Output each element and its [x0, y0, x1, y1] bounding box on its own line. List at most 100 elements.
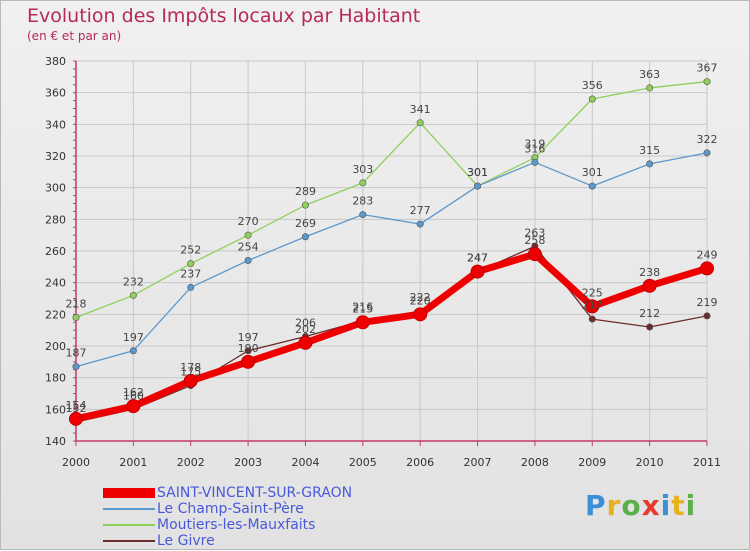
legend-label-le-givre: Le Givre — [157, 533, 215, 549]
y-tick-label: 240 — [45, 277, 66, 290]
y-tick-label: 160 — [45, 403, 66, 416]
data-label-moutiers-les-mauxfaits: 218 — [66, 298, 87, 311]
data-label-saint-vincent-sur-graon: 215 — [352, 302, 373, 315]
series-line-le-champ-saint-p-re — [75, 152, 708, 368]
y-tick-label: 340 — [45, 118, 66, 131]
legend-item-saint-vincent: SAINT-VINCENT-SUR-GRAON — [103, 485, 352, 501]
data-point-le-champ-saint-p-re — [588, 182, 596, 190]
data-label-le-champ-saint-p-re: 269 — [295, 217, 316, 230]
data-label-le-givre: 206 — [295, 317, 316, 330]
data-label-saint-vincent-sur-graon: 220 — [410, 294, 431, 307]
data-point-saint-vincent-sur-graon — [126, 399, 141, 414]
y-tick-label: 280 — [45, 213, 66, 226]
data-point-moutiers-les-mauxfaits — [72, 313, 80, 321]
data-label-saint-vincent-sur-graon: 249 — [697, 248, 718, 261]
data-label-le-champ-saint-p-re: 316 — [524, 142, 545, 155]
data-point-le-givre — [588, 315, 596, 323]
x-tick-label: 2002 — [177, 456, 205, 469]
axes: 1401601802002202402602803003203403603802… — [45, 55, 721, 469]
data-label-le-givre: 216 — [352, 301, 373, 314]
data-label-saint-vincent-sur-graon: 202 — [295, 323, 316, 336]
legend-label-le-champ-saint-pere: Le Champ-Saint-Père — [157, 501, 304, 517]
data-point-le-givre — [244, 347, 252, 355]
data-label-saint-vincent-sur-graon: 190 — [238, 342, 259, 355]
y-tick-label: 180 — [45, 372, 66, 385]
data-point-le-champ-saint-p-re — [72, 363, 80, 371]
data-label-le-champ-saint-p-re: 315 — [639, 144, 660, 157]
legend-item-le-champ-saint-pere: Le Champ-Saint-Père — [103, 501, 352, 517]
data-label-le-givre: 219 — [697, 296, 718, 309]
data-label-moutiers-les-mauxfaits: 341 — [410, 103, 431, 116]
data-point-le-champ-saint-p-re — [416, 220, 424, 228]
data-point-le-champ-saint-p-re — [646, 160, 654, 168]
series-lines — [69, 78, 714, 426]
data-point-le-givre — [646, 323, 654, 331]
proxiti-logo: Proxiti — [585, 489, 697, 522]
grid — [75, 60, 708, 442]
data-point-le-champ-saint-p-re — [703, 149, 711, 157]
x-tick-label: 2007 — [464, 456, 492, 469]
data-label-saint-vincent-sur-graon: 258 — [524, 234, 545, 247]
data-point-moutiers-les-mauxfaits — [187, 260, 195, 268]
data-point-moutiers-les-mauxfaits — [244, 231, 252, 239]
data-label-le-champ-saint-p-re: 301 — [582, 166, 603, 179]
data-point-moutiers-les-mauxfaits — [646, 84, 654, 92]
data-label-moutiers-les-mauxfaits: 232 — [123, 275, 144, 288]
x-tick-label: 2000 — [62, 456, 90, 469]
data-label-le-givre: 222 — [410, 291, 431, 304]
x-tick-label: 2010 — [636, 456, 664, 469]
x-tick-label: 2005 — [349, 456, 377, 469]
data-point-saint-vincent-sur-graon — [298, 335, 313, 350]
data-label-moutiers-les-mauxfaits: 289 — [295, 185, 316, 198]
data-point-saint-vincent-sur-graon — [241, 354, 256, 369]
data-label-saint-vincent-sur-graon: 247 — [467, 252, 488, 265]
data-point-moutiers-les-mauxfaits — [588, 95, 596, 103]
legend-item-moutiers: Moutiers-les-Mauxfaits — [103, 517, 352, 533]
data-point-le-champ-saint-p-re — [301, 233, 309, 241]
data-label-le-givre: 212 — [639, 307, 660, 320]
chart-subtitle: (en € et par an) — [27, 29, 122, 43]
data-label-le-champ-saint-p-re: 283 — [352, 195, 373, 208]
legend-swatch-moutiers — [103, 524, 155, 526]
legend-swatch-le-champ-saint-pere — [103, 508, 155, 510]
data-point-saint-vincent-sur-graon — [413, 307, 428, 322]
data-label-moutiers-les-mauxfaits: 363 — [639, 68, 660, 81]
data-label-moutiers-les-mauxfaits: 367 — [697, 62, 718, 75]
data-label-le-champ-saint-p-re: 197 — [123, 331, 144, 344]
x-tick-label: 2001 — [119, 456, 147, 469]
data-point-saint-vincent-sur-graon — [69, 411, 83, 426]
data-label-saint-vincent-sur-graon: 178 — [180, 361, 201, 374]
data-point-le-champ-saint-p-re — [359, 211, 367, 219]
data-point-moutiers-les-mauxfaits — [703, 78, 711, 86]
data-labels: 218 232 252 270 289 303 341 301 319 356 363 367 187 1… — [66, 62, 718, 415]
y-tick-label: 260 — [45, 245, 66, 258]
legend-label-saint-vincent: SAINT-VINCENT-SUR-GRAON — [157, 485, 353, 501]
chart-title: Evolution des Impôts locaux par Habitant — [27, 5, 421, 27]
data-label-moutiers-les-mauxfaits: 319 — [524, 138, 545, 151]
data-label-saint-vincent-sur-graon: 154 — [66, 399, 87, 412]
legend-label-moutiers: Moutiers-les-Mauxfaits — [157, 517, 316, 533]
data-label-le-champ-saint-p-re: 277 — [410, 204, 431, 217]
data-point-le-champ-saint-p-re — [129, 347, 137, 355]
data-point-saint-vincent-sur-graon — [183, 373, 198, 388]
y-tick-label: 140 — [45, 435, 66, 448]
data-point-moutiers-les-mauxfaits — [416, 119, 424, 127]
y-tick-label: 220 — [45, 308, 66, 321]
data-label-saint-vincent-sur-graon: 225 — [582, 286, 603, 299]
data-point-saint-vincent-sur-graon — [700, 261, 714, 276]
x-tick-label: 2011 — [693, 456, 721, 469]
data-label-moutiers-les-mauxfaits: 356 — [582, 79, 603, 92]
data-label-le-givre: 263 — [524, 226, 545, 239]
data-label-moutiers-les-mauxfaits: 303 — [352, 163, 373, 176]
legend: SAINT-VINCENT-SUR-GRAON Le Champ-Saint-P… — [103, 485, 352, 549]
data-point-moutiers-les-mauxfaits — [301, 201, 309, 209]
data-label-moutiers-les-mauxfaits: 252 — [180, 244, 201, 257]
x-tick-label: 2003 — [234, 456, 262, 469]
x-tick-label: 2004 — [291, 456, 319, 469]
data-label-saint-vincent-sur-graon: 238 — [639, 266, 660, 279]
data-point-saint-vincent-sur-graon — [470, 264, 485, 279]
data-point-saint-vincent-sur-graon — [585, 299, 600, 314]
data-point-saint-vincent-sur-graon — [355, 315, 370, 330]
data-label-le-champ-saint-p-re: 254 — [238, 241, 259, 254]
